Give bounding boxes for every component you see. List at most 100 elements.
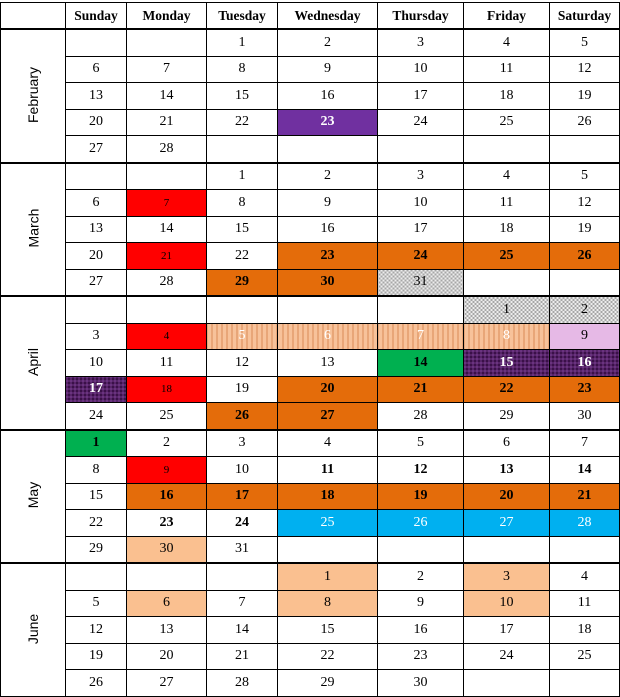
empty-day-cell bbox=[126, 28, 207, 57]
day-cell: 11 bbox=[277, 456, 378, 484]
day-cell: 14 bbox=[126, 82, 207, 110]
day-cell: 19 bbox=[206, 375, 278, 403]
empty-day-cell bbox=[126, 161, 207, 190]
day-cell: 21 bbox=[126, 108, 207, 136]
day-cell: 2 bbox=[277, 28, 378, 57]
day-cell: 26 bbox=[549, 242, 620, 270]
day-cell: 15 bbox=[206, 215, 278, 243]
day-cell: 4 bbox=[126, 322, 207, 350]
day-cell: 29 bbox=[463, 402, 550, 430]
empty-day-cell bbox=[377, 135, 464, 163]
day-cell: 1 bbox=[65, 428, 127, 457]
day-cell: 10 bbox=[65, 349, 127, 377]
empty-day-cell bbox=[377, 535, 464, 564]
week-row: 20 21 22 23 24 25 26 bbox=[1, 108, 620, 136]
day-cell: 11 bbox=[463, 189, 550, 217]
day-cell: 24 bbox=[377, 108, 464, 136]
day-cell: 28 bbox=[126, 268, 207, 297]
week-row: 5 6 7 8 9 10 11 bbox=[1, 589, 620, 617]
week-row: 12 13 14 15 16 17 18 bbox=[1, 616, 620, 644]
day-cell: 24 bbox=[206, 509, 278, 537]
day-cell: 19 bbox=[549, 82, 620, 110]
day-cell: 10 bbox=[206, 456, 278, 484]
day-cell: 8 bbox=[277, 589, 378, 617]
day-cell: 13 bbox=[65, 82, 127, 110]
day-cell: 23 bbox=[277, 242, 378, 270]
day-cell: 3 bbox=[377, 161, 464, 190]
day-cell: 4 bbox=[463, 161, 550, 190]
empty-day-cell bbox=[549, 535, 620, 564]
day-cell: 26 bbox=[65, 669, 127, 697]
day-cell: 28 bbox=[206, 669, 278, 697]
day-cell: 26 bbox=[377, 509, 464, 537]
day-cell: 20 bbox=[65, 108, 127, 136]
day-cell: 7 bbox=[126, 55, 207, 83]
month-label-april: April bbox=[0, 295, 66, 430]
empty-day-cell bbox=[549, 268, 620, 297]
day-cell: 7 bbox=[206, 589, 278, 617]
week-row: May 1 2 3 4 5 6 7 bbox=[0, 428, 620, 564]
weekday-header-friday: Friday bbox=[463, 2, 550, 30]
day-cell: 20 bbox=[463, 482, 550, 510]
corner-cell bbox=[0, 2, 66, 30]
day-cell: 28 bbox=[377, 402, 464, 430]
day-cell: 21 bbox=[377, 375, 464, 403]
day-cell: 23 bbox=[277, 108, 378, 136]
day-cell: 31 bbox=[206, 535, 278, 564]
day-cell: 31 bbox=[377, 268, 464, 297]
month-name: February bbox=[25, 66, 41, 123]
day-cell: 3 bbox=[463, 562, 550, 591]
empty-day-cell bbox=[206, 135, 278, 163]
day-cell: 22 bbox=[277, 642, 378, 670]
day-cell: 18 bbox=[126, 375, 207, 403]
day-cell: 25 bbox=[126, 402, 207, 430]
day-cell: 23 bbox=[126, 509, 207, 537]
week-row: 13 14 15 16 17 18 19 bbox=[1, 215, 620, 243]
day-cell: 13 bbox=[277, 349, 378, 377]
day-cell: 13 bbox=[65, 215, 127, 243]
day-cell: 22 bbox=[206, 242, 278, 270]
day-cell: 15 bbox=[65, 482, 127, 510]
day-cell: 18 bbox=[549, 616, 620, 644]
empty-day-cell bbox=[126, 295, 207, 324]
day-cell: 21 bbox=[206, 642, 278, 670]
day-cell: 20 bbox=[126, 642, 207, 670]
day-cell: 7 bbox=[126, 189, 207, 217]
empty-day-cell bbox=[549, 669, 620, 697]
day-cell: 14 bbox=[377, 349, 464, 377]
day-cell: 16 bbox=[549, 349, 620, 377]
day-cell: 11 bbox=[463, 55, 550, 83]
day-cell: 8 bbox=[65, 456, 127, 484]
week-row: February 1 2 3 4 5 bbox=[0, 28, 620, 163]
week-row: March 1 2 3 4 5 bbox=[0, 161, 620, 297]
day-cell: 12 bbox=[377, 456, 464, 484]
day-cell: 9 bbox=[277, 189, 378, 217]
calendar-body: February 1 2 3 4 5 6 7 8 9 10 11 12 13 14 15 16 17 18 19 20 2… bbox=[0, 28, 620, 697]
weekday-header-saturday: Saturday bbox=[549, 2, 620, 30]
week-row: 8 9 10 11 12 13 14 bbox=[1, 456, 620, 484]
day-cell: 8 bbox=[206, 55, 278, 83]
day-cell: 17 bbox=[463, 616, 550, 644]
day-cell: 6 bbox=[126, 589, 207, 617]
empty-day-cell bbox=[463, 268, 550, 297]
day-cell: 18 bbox=[463, 215, 550, 243]
day-cell: 30 bbox=[277, 268, 378, 297]
day-cell: 23 bbox=[377, 642, 464, 670]
empty-day-cell bbox=[549, 135, 620, 163]
day-cell: 22 bbox=[206, 108, 278, 136]
day-cell: 16 bbox=[277, 215, 378, 243]
day-cell: 9 bbox=[126, 456, 207, 484]
empty-day-cell bbox=[463, 669, 550, 697]
day-cell: 4 bbox=[277, 428, 378, 457]
day-cell: 22 bbox=[65, 509, 127, 537]
month-name: June bbox=[24, 613, 41, 644]
day-cell: 9 bbox=[549, 322, 620, 350]
day-cell: 6 bbox=[463, 428, 550, 457]
day-cell: 22 bbox=[463, 375, 550, 403]
day-cell: 24 bbox=[65, 402, 127, 430]
day-cell: 8 bbox=[463, 322, 550, 350]
empty-day-cell bbox=[126, 562, 207, 591]
day-cell: 14 bbox=[126, 215, 207, 243]
day-cell: 1 bbox=[463, 295, 550, 324]
day-cell: 18 bbox=[277, 482, 378, 510]
